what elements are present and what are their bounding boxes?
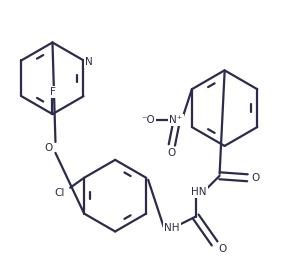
Text: O: O bbox=[251, 173, 259, 183]
Text: F: F bbox=[50, 87, 55, 97]
Text: NH: NH bbox=[164, 222, 180, 233]
Text: N⁺: N⁺ bbox=[169, 115, 183, 125]
Text: Cl: Cl bbox=[54, 188, 65, 198]
Text: HN: HN bbox=[191, 187, 206, 197]
Text: O: O bbox=[44, 143, 53, 153]
Text: O: O bbox=[168, 148, 176, 158]
Text: O: O bbox=[219, 244, 227, 254]
Text: N: N bbox=[85, 57, 92, 67]
Text: ⁻O: ⁻O bbox=[141, 115, 155, 125]
